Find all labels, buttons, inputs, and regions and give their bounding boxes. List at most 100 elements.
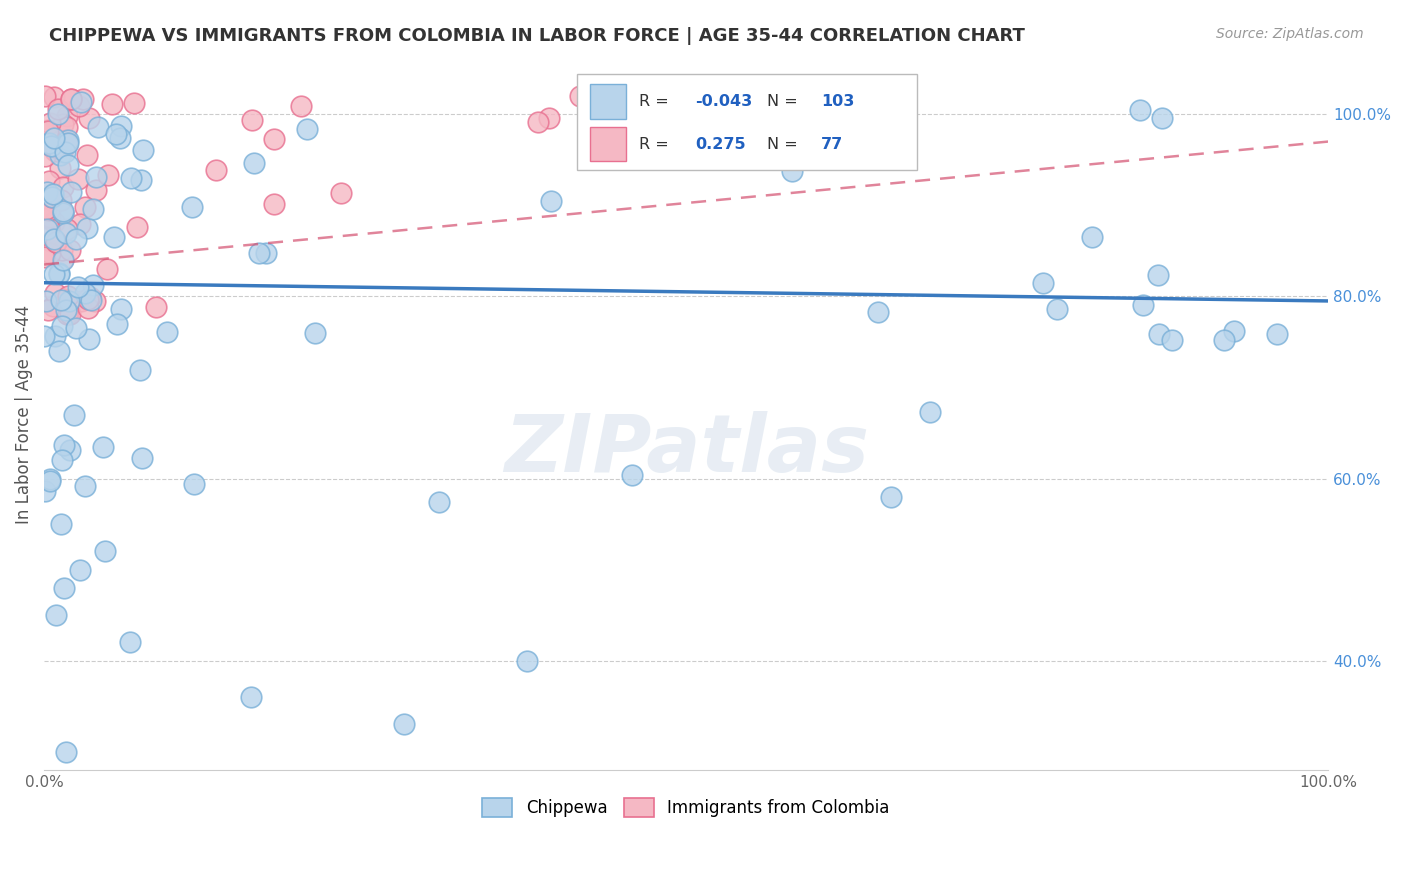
Point bbox=[79, 290, 101, 304]
Point bbox=[67, 99, 90, 113]
Point bbox=[44, 286, 66, 301]
Point bbox=[34, 149, 56, 163]
Point bbox=[41, 299, 63, 313]
Point bbox=[127, 219, 149, 234]
Point bbox=[67, 172, 90, 186]
Point bbox=[77, 301, 100, 316]
Point bbox=[713, 111, 735, 125]
Point bbox=[118, 635, 141, 649]
Point bbox=[76, 148, 98, 162]
Point bbox=[42, 90, 65, 104]
Text: R =: R = bbox=[638, 136, 668, 152]
Point bbox=[52, 292, 75, 306]
Point bbox=[35, 185, 58, 199]
Point bbox=[204, 163, 226, 178]
Point bbox=[392, 717, 415, 731]
Point bbox=[100, 97, 122, 112]
Point bbox=[55, 133, 77, 147]
Point bbox=[34, 250, 56, 264]
Point bbox=[41, 190, 63, 204]
Point bbox=[39, 246, 62, 260]
Point bbox=[58, 307, 80, 321]
Point bbox=[1129, 103, 1152, 118]
Point bbox=[55, 227, 77, 241]
Point bbox=[652, 146, 675, 161]
FancyBboxPatch shape bbox=[591, 127, 626, 161]
Point bbox=[122, 95, 145, 110]
Point bbox=[77, 111, 100, 125]
Point bbox=[76, 221, 98, 235]
Point bbox=[120, 171, 142, 186]
Point bbox=[51, 243, 73, 257]
Point bbox=[427, 494, 450, 508]
Point bbox=[91, 440, 114, 454]
Point bbox=[110, 120, 132, 134]
Point bbox=[52, 253, 75, 268]
Point bbox=[35, 294, 58, 309]
Point bbox=[58, 293, 80, 308]
Point bbox=[84, 183, 107, 197]
Point bbox=[41, 139, 63, 153]
Point bbox=[56, 136, 79, 151]
Point bbox=[65, 231, 87, 245]
Point bbox=[52, 252, 75, 266]
Point bbox=[51, 293, 73, 308]
Point bbox=[94, 544, 117, 558]
Point bbox=[242, 112, 264, 127]
Text: Source: ZipAtlas.com: Source: ZipAtlas.com bbox=[1216, 27, 1364, 41]
Point bbox=[52, 205, 75, 219]
Point bbox=[39, 210, 62, 224]
Point bbox=[52, 180, 75, 194]
Point bbox=[55, 745, 77, 759]
Text: 103: 103 bbox=[821, 94, 855, 109]
Point bbox=[540, 194, 562, 208]
Point bbox=[44, 144, 66, 158]
Point bbox=[537, 112, 560, 126]
Point bbox=[37, 123, 59, 137]
Point bbox=[35, 222, 58, 236]
Point bbox=[605, 124, 627, 138]
Point bbox=[516, 654, 538, 668]
Point bbox=[82, 278, 104, 293]
Text: -0.043: -0.043 bbox=[695, 94, 752, 109]
Point bbox=[60, 92, 83, 106]
Text: ZIPatlas: ZIPatlas bbox=[503, 411, 869, 490]
Point bbox=[46, 107, 69, 121]
Text: 77: 77 bbox=[821, 136, 844, 152]
Point bbox=[46, 102, 69, 116]
Point bbox=[69, 95, 91, 110]
Point bbox=[1046, 302, 1069, 317]
Point bbox=[145, 300, 167, 314]
Point bbox=[45, 235, 67, 249]
Point bbox=[73, 479, 96, 493]
Point bbox=[59, 442, 82, 457]
Point bbox=[132, 143, 155, 157]
Text: R =: R = bbox=[638, 94, 668, 109]
Point bbox=[39, 471, 62, 485]
Point bbox=[48, 266, 70, 280]
Point bbox=[828, 91, 851, 105]
Point bbox=[183, 476, 205, 491]
Point bbox=[35, 136, 58, 151]
Point bbox=[59, 243, 82, 257]
Point bbox=[856, 103, 879, 118]
Point bbox=[1223, 324, 1246, 338]
Point bbox=[38, 220, 60, 235]
Point bbox=[129, 362, 152, 376]
Point bbox=[39, 116, 62, 130]
Point bbox=[38, 474, 60, 488]
Point bbox=[56, 133, 79, 147]
Point bbox=[247, 246, 270, 260]
Point bbox=[97, 168, 120, 182]
Point bbox=[41, 189, 63, 203]
Point bbox=[156, 325, 179, 339]
Point bbox=[65, 321, 87, 335]
Point bbox=[39, 234, 62, 248]
Point bbox=[52, 117, 75, 131]
Point bbox=[62, 408, 84, 422]
Point bbox=[569, 89, 592, 103]
Point bbox=[1147, 326, 1170, 341]
Point bbox=[55, 303, 77, 318]
Point bbox=[108, 130, 131, 145]
Text: N =: N = bbox=[768, 94, 797, 109]
